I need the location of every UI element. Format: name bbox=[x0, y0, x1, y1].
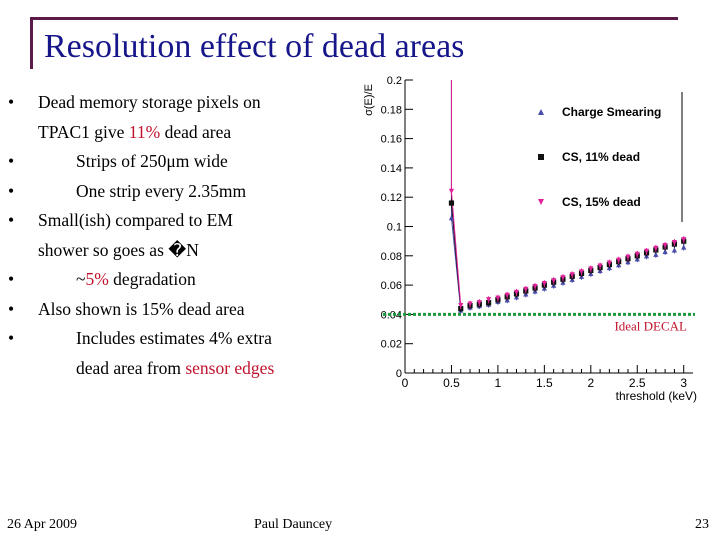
data-point-triangle-down bbox=[662, 242, 668, 249]
y-tick-label: 0.18 bbox=[381, 104, 402, 116]
data-point-triangle-down bbox=[578, 269, 585, 275]
data-point-triangle-up bbox=[448, 215, 455, 221]
legend-marker bbox=[538, 109, 544, 115]
legend-marker bbox=[538, 154, 544, 160]
data-point-triangle-down bbox=[448, 188, 455, 194]
data-point-triangle-down bbox=[551, 278, 557, 284]
y-tick-label: 0.1 bbox=[387, 222, 402, 234]
data-point-square bbox=[448, 200, 455, 206]
data-point-triangle-down bbox=[616, 257, 622, 263]
data-point-triangle-down bbox=[597, 263, 603, 269]
data-point-triangle-down bbox=[513, 289, 520, 296]
footer-date: 26 Apr 2009 bbox=[7, 517, 77, 532]
title-frame-left bbox=[30, 17, 33, 69]
slide-title: Resolution effect of dead areas bbox=[44, 28, 465, 65]
bullet-1a: • Strips of 250μm wide bbox=[8, 151, 228, 171]
chart-legend: Charge Smearing CS, 11% dead CS, 15% dead bbox=[538, 92, 683, 222]
data-point-triangle-down bbox=[523, 286, 529, 293]
bullet-1b: • One strip every 2.35mm bbox=[8, 180, 247, 201]
highlight-11-percent: 11% bbox=[128, 121, 161, 142]
data-point-triangle-up bbox=[671, 247, 678, 253]
title-frame-top bbox=[30, 17, 678, 20]
y-tick-label: 0.16 bbox=[381, 134, 402, 146]
data-point-triangle-down bbox=[504, 292, 510, 298]
data-point-triangle-down bbox=[625, 254, 631, 260]
bullet-1-cont: TPAC1 give 11% dead area bbox=[38, 121, 232, 142]
highlight-5-percent: 5% bbox=[85, 269, 109, 289]
ideal-decal-label: Ideal DECAL bbox=[614, 318, 687, 333]
data-point-triangle-down bbox=[532, 283, 538, 290]
y-axis-label: σ(E)/E bbox=[363, 84, 375, 116]
x-axis-label: threshold (keV) bbox=[616, 389, 697, 403]
data-point-triangle-down bbox=[495, 295, 501, 301]
y-tick-label: 0.12 bbox=[381, 192, 402, 204]
x-tick-label: 0 bbox=[402, 376, 409, 390]
data-point-triangle-down bbox=[671, 240, 678, 246]
legend-label: Charge Smearing bbox=[562, 105, 661, 119]
data-point-triangle-up bbox=[653, 251, 659, 257]
legend-marker bbox=[538, 199, 544, 205]
data-point-triangle-down bbox=[467, 301, 473, 307]
y-tick-label: 0 bbox=[396, 368, 402, 380]
legend-label: CS, 11% dead bbox=[562, 150, 640, 164]
y-tick-label: 0.14 bbox=[381, 163, 402, 175]
footer-page-number: 23 bbox=[695, 517, 709, 532]
y-tick-label: 0.06 bbox=[381, 280, 402, 292]
plot-frame bbox=[405, 80, 693, 373]
data-point-triangle-up bbox=[662, 248, 668, 255]
legend-label: CS, 15% dead bbox=[562, 195, 641, 209]
x-tick-label: 0.5 bbox=[443, 376, 460, 390]
bullet-1: • Dead memory storage pixels on bbox=[8, 88, 352, 118]
data-point-triangle-down bbox=[681, 237, 687, 243]
data-point-triangle-up bbox=[681, 244, 687, 250]
y-tick-label: 0.2 bbox=[387, 75, 402, 87]
data-point-triangle-down bbox=[541, 281, 547, 287]
bullet-list: • Dead memory storage pixels on TPAC1 giv… bbox=[8, 88, 352, 383]
data-point-triangle-down bbox=[486, 297, 492, 303]
highlight-sensor-edges: sensor edges bbox=[185, 357, 275, 378]
y-tick-label: 0.04 bbox=[381, 309, 402, 321]
x-tick-label: 3 bbox=[680, 376, 687, 390]
x-tick-label: 2.5 bbox=[629, 376, 646, 390]
bullet-2-cont: shower so goes as �N bbox=[38, 239, 199, 260]
bullet-3a-cont: dead area from sensor edges bbox=[76, 357, 275, 378]
x-tick-label: 1.5 bbox=[536, 376, 553, 390]
data-point-triangle-down bbox=[569, 272, 575, 278]
y-tick-label: 0.08 bbox=[381, 251, 402, 263]
data-point-triangle-down bbox=[458, 303, 464, 309]
bullet-dot: • bbox=[8, 92, 15, 112]
data-point-triangle-down bbox=[560, 275, 566, 281]
bullet-2a: • ~5% degradation bbox=[8, 269, 196, 289]
y-tick-label: 0.02 bbox=[381, 339, 402, 351]
chart-axes: 0 0.5 1 1.5 2 2.5 3 0 0.02 0.04 0.06 0.08 0.1 0.12 0.1… bbox=[381, 75, 695, 390]
data-point-triangle-down bbox=[588, 266, 594, 272]
data-point-triangle-down bbox=[653, 245, 659, 252]
bullet-2: • Small(ish) compared to EM bbox=[8, 210, 233, 230]
series-drop-line bbox=[450, 191, 462, 306]
data-point-triangle-down bbox=[634, 251, 640, 257]
data-point-triangle-down bbox=[643, 248, 650, 255]
chart-marks bbox=[448, 80, 687, 314]
bullet-3a: • Includes estimates 4% extra bbox=[8, 328, 272, 348]
data-point-triangle-down bbox=[476, 300, 482, 306]
data-point-triangle-down bbox=[606, 260, 612, 266]
x-tick-label: 2 bbox=[587, 376, 594, 390]
footer-author: Paul Dauncey bbox=[254, 517, 333, 532]
bullet-3: • Also shown is 15% dead area bbox=[8, 298, 245, 319]
x-tick-label: 1 bbox=[495, 376, 502, 390]
